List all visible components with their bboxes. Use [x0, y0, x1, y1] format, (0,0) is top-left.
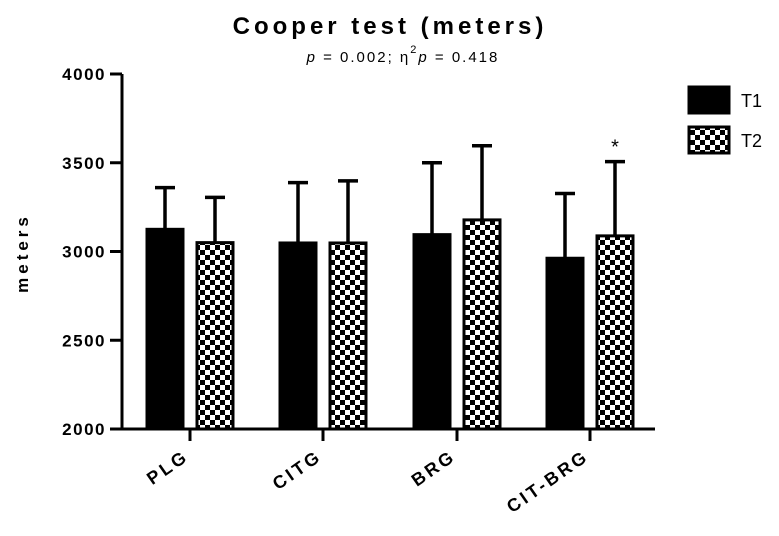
legend-label: T2: [741, 131, 762, 151]
y-tick-label: 3000: [62, 243, 106, 262]
legend: T1 T2: [687, 85, 762, 155]
bar-t2: [462, 218, 502, 431]
bar-t2: [195, 241, 235, 431]
subtitle-p-value: = 0.002; η: [317, 49, 410, 66]
x-tick-label: PLG: [143, 446, 192, 489]
bar-t1: [412, 233, 452, 431]
significance-annotation: *: [611, 137, 619, 159]
x-tick-label: CIT-BRG: [503, 446, 592, 517]
bar-t1: [545, 256, 585, 431]
bar-t2: [328, 241, 368, 431]
y-tick-label: 2500: [62, 331, 106, 350]
legend-label: T1: [741, 91, 762, 111]
subtitle-eta-value: = 0.418: [429, 49, 500, 66]
y-tick-label: 4000: [62, 65, 106, 84]
subtitle-superscript: 2: [410, 44, 418, 56]
plot-area: 2000 2500 3000 3500 4000 PLG CITG BRG CIT-BRG *: [62, 65, 655, 517]
y-tick-label: 2000: [62, 420, 106, 439]
chart-subtitle: p = 0.002; η2p = 0.418: [306, 44, 500, 66]
subtitle-p-symbol: p: [306, 49, 317, 66]
x-tick-label: BRG: [408, 446, 460, 490]
legend-swatch-t1: [687, 85, 731, 115]
chart-title: Cooper test (meters): [233, 13, 548, 40]
bar-t1: [278, 241, 318, 431]
y-axis-label: meters: [13, 213, 32, 293]
bar-t1: [145, 227, 185, 431]
subtitle-p2-symbol: p: [417, 49, 428, 66]
legend-swatch-t2: [687, 125, 731, 155]
y-tick-label: 3500: [62, 154, 106, 173]
x-tick-label: CITG: [269, 446, 326, 494]
bar-t2: [595, 234, 635, 431]
